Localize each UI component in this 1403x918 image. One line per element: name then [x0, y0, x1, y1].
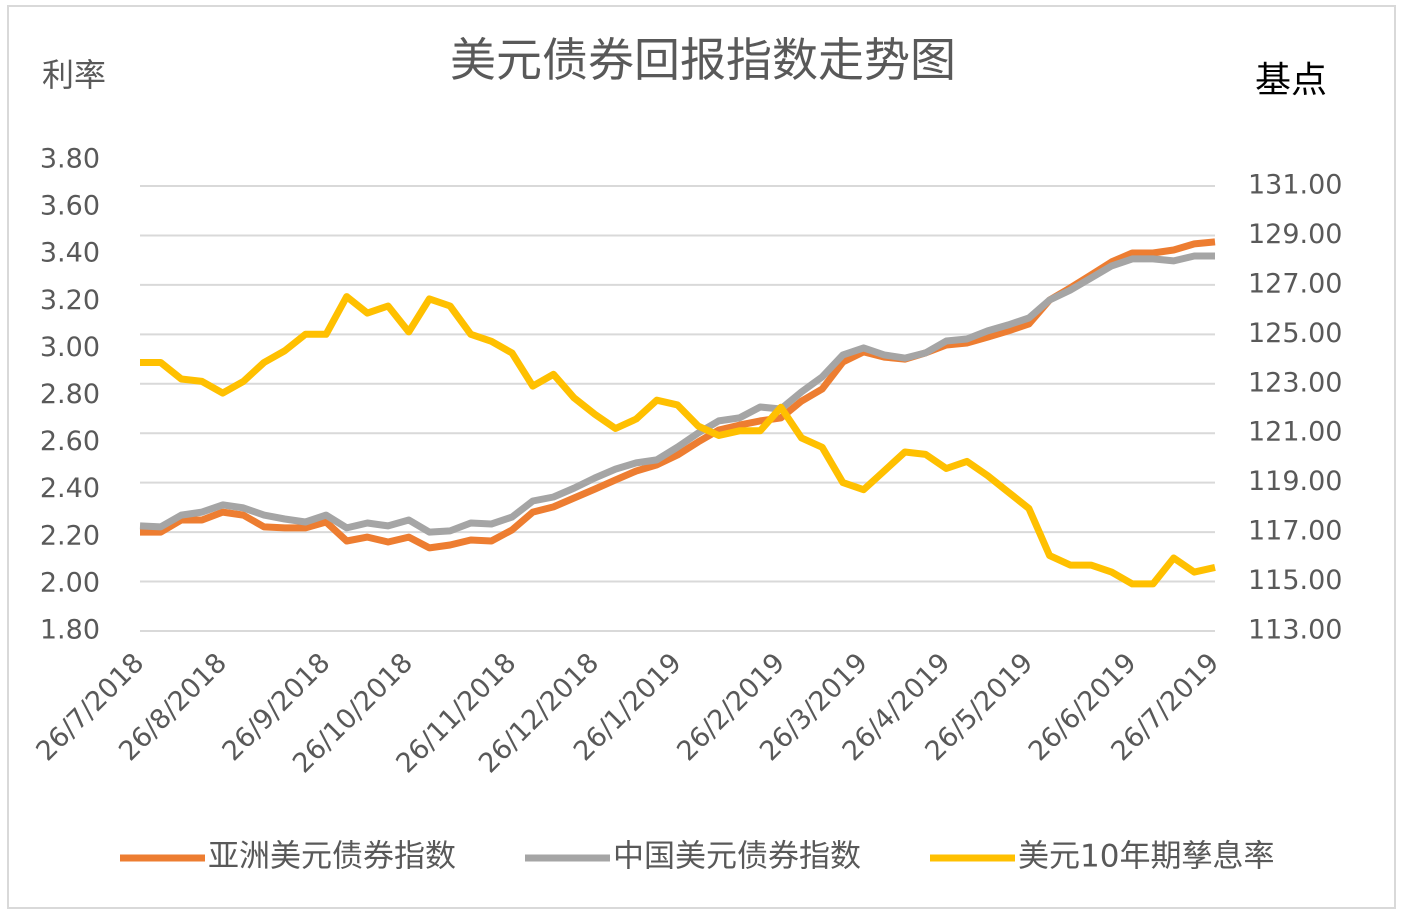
y2-tick-label: 125.00	[1248, 318, 1342, 349]
y2-tick-label: 131.00	[1248, 170, 1342, 201]
y2-tick-label: 113.00	[1248, 615, 1342, 646]
y-axis-title: 利率	[42, 56, 106, 94]
y-tick-label: 2.40	[40, 473, 100, 504]
y-tick-label: 3.80	[40, 144, 100, 175]
y-tick-label: 2.80	[40, 379, 100, 410]
y2-tick-label: 119.00	[1248, 466, 1342, 497]
y2-tick-label: 121.00	[1248, 417, 1342, 448]
legend-label: 美元10年期孳息率	[1018, 839, 1274, 875]
y2-axis-title: 基点	[1255, 60, 1327, 101]
y-tick-label: 2.60	[40, 426, 100, 457]
legend-label: 亚洲美元债券指数	[208, 839, 456, 875]
y-tick-label: 1.80	[40, 615, 100, 646]
y-tick-label: 3.00	[40, 332, 100, 363]
y2-tick-label: 129.00	[1248, 219, 1342, 250]
chart-frame	[7, 5, 1396, 909]
y2-tick-label: 115.00	[1248, 565, 1342, 596]
y-tick-label: 2.20	[40, 520, 100, 551]
legend-item: 美元10年期孳息率	[930, 839, 1274, 875]
legend-label: 中国美元债券指数	[613, 839, 861, 875]
y2-tick-label: 127.00	[1248, 268, 1342, 299]
y-tick-label: 3.20	[40, 285, 100, 316]
y2-tick-label: 117.00	[1248, 516, 1342, 547]
legend-item: 中国美元债券指数	[525, 839, 861, 875]
y-tick-label: 3.60	[40, 191, 100, 222]
y-tick-label: 3.40	[40, 238, 100, 269]
y2-tick-label: 123.00	[1248, 367, 1342, 398]
series-line	[139, 252, 1215, 536]
series-line	[140, 293, 1216, 588]
chart-title: 美元债券回报指数走势图	[450, 33, 956, 87]
legend-item: 亚洲美元债券指数	[120, 839, 456, 875]
y-tick-label: 2.00	[40, 567, 100, 598]
